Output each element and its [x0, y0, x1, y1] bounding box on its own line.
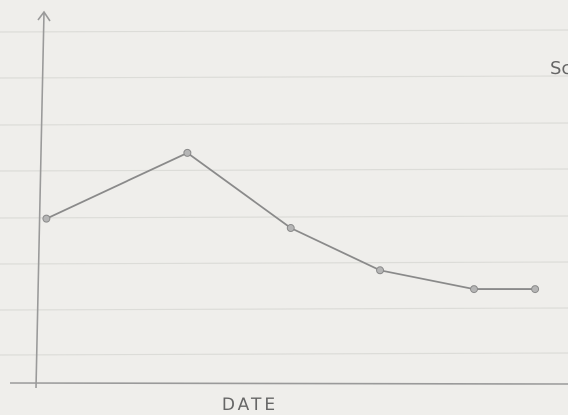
x-axis-label: DATE [222, 395, 278, 415]
data-point [183, 148, 192, 157]
y-axis-arrow [37, 10, 51, 22]
data-point [470, 285, 479, 294]
data-point [42, 214, 51, 223]
data-point [531, 285, 540, 294]
x-axis [9, 382, 568, 385]
y-axis [35, 11, 45, 389]
paper-lines [0, 29, 568, 356]
axes [9, 10, 568, 389]
data-point [376, 266, 385, 275]
series-line [46, 151, 536, 290]
data-point [286, 224, 295, 233]
side-text: Sc [550, 58, 568, 79]
